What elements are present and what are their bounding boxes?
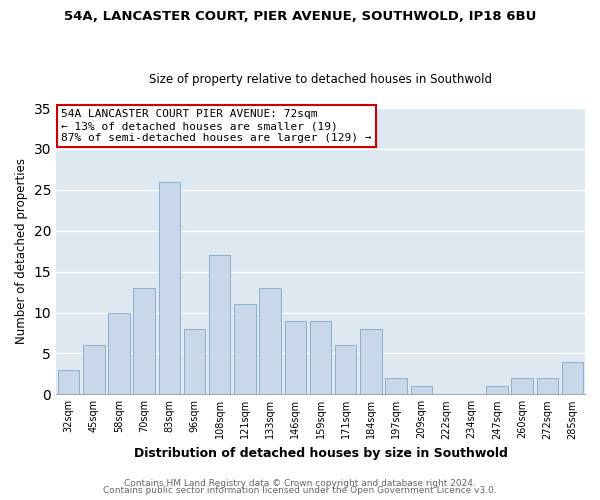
Bar <box>360 329 382 394</box>
Bar <box>486 386 508 394</box>
Bar <box>511 378 533 394</box>
Bar <box>158 182 180 394</box>
Bar <box>259 288 281 395</box>
Bar <box>184 329 205 394</box>
Bar <box>209 255 230 394</box>
Text: Contains HM Land Registry data © Crown copyright and database right 2024.: Contains HM Land Registry data © Crown c… <box>124 478 476 488</box>
Bar <box>58 370 79 394</box>
Bar <box>234 304 256 394</box>
Bar <box>410 386 432 394</box>
X-axis label: Distribution of detached houses by size in Southwold: Distribution of detached houses by size … <box>134 447 508 460</box>
Y-axis label: Number of detached properties: Number of detached properties <box>15 158 28 344</box>
Bar <box>335 345 356 395</box>
Bar <box>83 345 104 395</box>
Bar <box>385 378 407 394</box>
Bar <box>284 320 306 394</box>
Text: 54A, LANCASTER COURT, PIER AVENUE, SOUTHWOLD, IP18 6BU: 54A, LANCASTER COURT, PIER AVENUE, SOUTH… <box>64 10 536 23</box>
Bar <box>109 312 130 394</box>
Bar <box>562 362 583 394</box>
Title: Size of property relative to detached houses in Southwold: Size of property relative to detached ho… <box>149 73 492 86</box>
Text: Contains public sector information licensed under the Open Government Licence v3: Contains public sector information licen… <box>103 486 497 495</box>
Text: 54A LANCASTER COURT PIER AVENUE: 72sqm
← 13% of detached houses are smaller (19): 54A LANCASTER COURT PIER AVENUE: 72sqm ←… <box>61 110 372 142</box>
Bar <box>310 320 331 394</box>
Bar <box>133 288 155 395</box>
Bar <box>536 378 558 394</box>
